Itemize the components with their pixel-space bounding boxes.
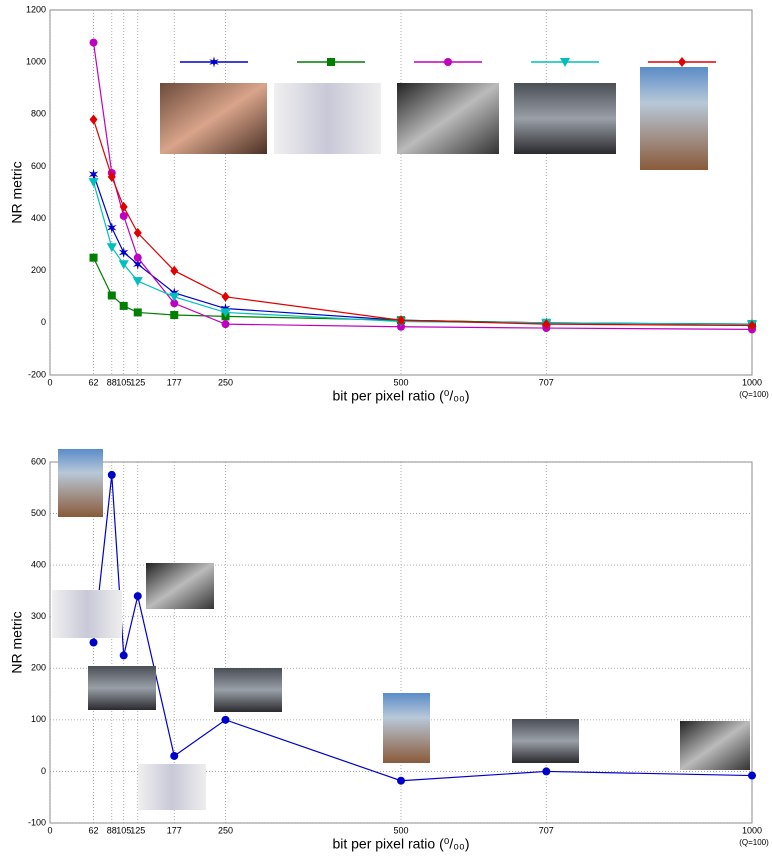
marker: [133, 277, 143, 286]
x-note: (Q=100): [739, 390, 769, 399]
x-tick-label: 62: [89, 377, 99, 387]
photo: [146, 563, 214, 609]
x-tick-label: 1000: [742, 377, 762, 387]
x-axis-label: bit per pixel ratio (⁰/₀₀): [332, 836, 469, 852]
series-line: [94, 182, 752, 324]
marker: [120, 651, 128, 659]
marker: [108, 471, 116, 479]
marker: [170, 311, 178, 319]
marker: [120, 302, 128, 310]
marker: [222, 320, 230, 328]
x-note: (Q=100): [739, 838, 769, 847]
photo: [52, 590, 122, 638]
x-tick-label: 707: [539, 825, 554, 835]
x-tick-label: 500: [393, 825, 408, 835]
series-line: [94, 258, 752, 324]
y-tick-label: 100: [31, 714, 46, 724]
y-tick-label: 400: [31, 213, 46, 223]
y-tick-label: 1000: [26, 57, 46, 67]
marker: [397, 777, 405, 785]
photo: [88, 666, 156, 710]
y-tick-label: 400: [31, 560, 46, 570]
x-tick-label: 1000: [742, 825, 762, 835]
photo: [680, 721, 750, 770]
marker: [222, 716, 230, 724]
marker: [327, 58, 335, 66]
y-axis-label: NR metric: [9, 161, 25, 223]
y-axis-label: NR metric: [9, 611, 25, 673]
y-tick-label: 500: [31, 508, 46, 518]
photo: [383, 693, 430, 763]
x-tick-label: 250: [218, 825, 233, 835]
y-tick-label: -100: [28, 817, 46, 827]
marker: [134, 254, 142, 262]
marker: [134, 592, 142, 600]
annotation-photos: [52, 449, 750, 810]
marker: [748, 772, 756, 780]
photo: [138, 764, 206, 810]
marker: [134, 308, 142, 316]
x-tick-label: 177: [167, 377, 182, 387]
marker: [90, 39, 98, 47]
marker: [107, 222, 117, 233]
marker: [90, 115, 98, 125]
x-tick-label: 62: [89, 825, 99, 835]
x-tick-label: 500: [393, 377, 408, 387]
y-tick-label: 800: [31, 109, 46, 119]
y-tick-label: 200: [31, 663, 46, 673]
marker: [444, 58, 452, 66]
marker: [107, 243, 117, 252]
y-tick-label: -200: [28, 369, 46, 379]
y-tick-label: 0: [41, 317, 46, 327]
marker: [678, 57, 686, 67]
y-tick-label: 600: [31, 456, 46, 466]
x-tick-label: 177: [167, 825, 182, 835]
marker: [542, 767, 550, 775]
marker: [108, 291, 116, 299]
x-tick-label: 707: [539, 377, 554, 387]
x-tick-label: 125: [130, 825, 145, 835]
y-tick-label: 0: [41, 766, 46, 776]
y-tick-label: 1200: [26, 4, 46, 14]
marker: [90, 639, 98, 647]
x-tick-label: 105: [116, 825, 131, 835]
x-tick-label: 0: [47, 377, 52, 387]
x-tick-label: 250: [218, 377, 233, 387]
photo: [640, 67, 708, 170]
photo: [58, 449, 103, 517]
photo: [160, 83, 267, 154]
marker: [90, 254, 98, 262]
y-tick-label: 600: [31, 161, 46, 171]
x-tick-label: 0: [47, 825, 52, 835]
photo: [512, 719, 579, 763]
x-axis-label: bit per pixel ratio (⁰/₀₀): [332, 388, 469, 404]
x-tick-label: 105: [116, 377, 131, 387]
photo: [214, 668, 282, 712]
marker: [119, 247, 129, 258]
photo: [397, 83, 499, 154]
y-tick-label: 300: [31, 611, 46, 621]
photo: [514, 83, 616, 154]
photo: [274, 83, 381, 154]
marker: [120, 202, 128, 212]
figure: 062881051251772505007071000-200020040060…: [0, 0, 772, 860]
y-tick-label: 200: [31, 265, 46, 275]
marker: [170, 752, 178, 760]
marker: [222, 292, 230, 302]
legend-photos: [160, 67, 708, 170]
x-tick-label: 125: [130, 377, 145, 387]
